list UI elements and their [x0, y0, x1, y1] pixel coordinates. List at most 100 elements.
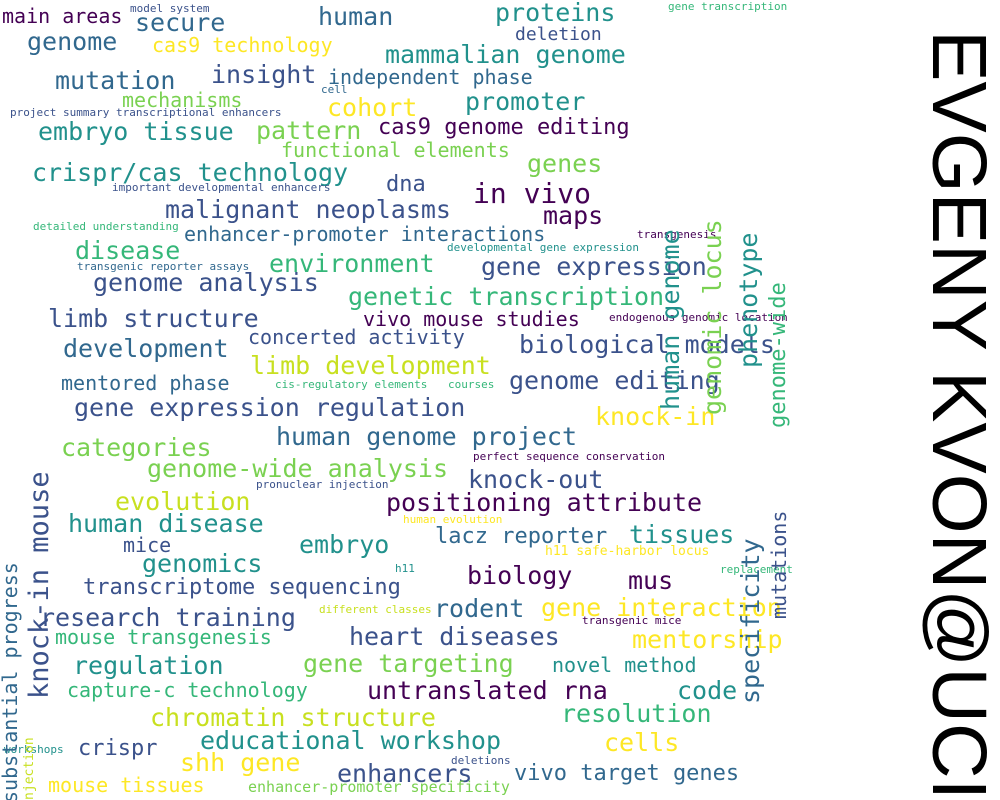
word-genes: genes — [527, 149, 603, 178]
word-h11-safe-harbor-locus: h11 safe-harbor locus — [545, 544, 710, 559]
word-gene-expression: gene expression — [481, 252, 707, 281]
word-mus: mus — [628, 566, 674, 595]
word-insight: insight — [211, 60, 317, 89]
word-rodent: rodent — [434, 594, 525, 623]
word-transgenesis: transgenesis — [637, 228, 717, 241]
word-courses: courses — [448, 378, 495, 391]
word-cell: cell — [321, 83, 348, 96]
word-shh-gene: shh gene — [180, 748, 301, 777]
word-mentored-phase: mentored phase — [61, 371, 230, 395]
word-knock-in: knock-in — [595, 402, 716, 431]
word-mouse-tissues: mouse tissues — [48, 773, 205, 797]
word-gene-interaction: gene interaction — [541, 593, 782, 622]
word-cas9-technology: cas9 technology — [152, 33, 333, 57]
word-knock-in-mouse: knock-in mouse — [24, 471, 55, 699]
word-enhancers: enhancers — [337, 759, 473, 788]
word-pattern: pattern — [256, 116, 362, 145]
word-cas9-genome-editing: cas9 genome editing — [378, 115, 630, 140]
side-title: EVGENY KVON@UCI — [916, 30, 1000, 800]
word-regulation: regulation — [73, 651, 224, 680]
word-limb-development: limb development — [250, 351, 491, 380]
word-disease: disease — [75, 236, 181, 265]
word-malignant-neoplasms: malignant neoplasms — [165, 195, 451, 224]
word-capture-c-technology: capture-c technology — [67, 678, 308, 702]
word-workshops: workshops — [4, 743, 64, 756]
word-resolution: resolution — [561, 699, 712, 728]
word-knock-out: knock-out — [468, 465, 604, 494]
word-project-summary-transcriptional-enhancers: project summary transcriptional enhancer… — [10, 106, 282, 119]
word-deletions: deletions — [451, 754, 511, 767]
word-environment: environment — [269, 249, 435, 278]
word-gene-transcription: gene transcription — [668, 0, 788, 13]
word-crispr-cas-technology: crispr/cas technology — [32, 158, 349, 187]
word-vivo-target-genes: vivo target genes — [514, 761, 740, 786]
word-educational-workshop: educational workshop — [200, 726, 502, 755]
word-genomic-locus: genomic locus — [698, 219, 727, 415]
word-evolution: evolution — [115, 487, 251, 516]
word-embryo: embryo — [299, 530, 390, 559]
word-replacement: replacement — [720, 563, 793, 576]
word-biological-models: biological models — [519, 330, 775, 359]
word-promoter: promoter — [465, 87, 586, 116]
word-genome-analysis: genome analysis — [93, 268, 319, 297]
word-gene-expression-regulation: gene expression regulation — [74, 393, 466, 422]
word-deletion: deletion — [515, 24, 602, 45]
word-transgenic-reporter-assays: transgenic reporter assays — [77, 260, 250, 273]
word-vivo-mouse-studies: vivo mouse studies — [363, 307, 580, 331]
word-lacz-reporter: lacz reporter — [435, 524, 608, 549]
word-mutations: mutations — [767, 511, 791, 620]
word-genome: genome — [27, 27, 118, 56]
word-independent-phase: independent phase — [328, 65, 533, 89]
word-development: development — [63, 334, 229, 363]
word-human-disease: human disease — [68, 509, 264, 538]
word-cells: cells — [604, 728, 680, 757]
word-mouse-transgenesis: mouse transgenesis — [55, 625, 272, 649]
word-genetic-transcription: genetic transcription — [348, 282, 665, 311]
word-research-training: research training — [40, 603, 296, 632]
word-substantial-progress: substantial progress — [0, 562, 22, 800]
word-tissues: tissues — [629, 520, 735, 549]
word-gene-targeting: gene targeting — [303, 649, 514, 678]
word-perfect-sequence-conservation: perfect sequence conservation — [473, 450, 666, 463]
word-in-vivo: in vivo — [473, 177, 592, 210]
word-limb-structure: limb structure — [48, 304, 259, 333]
word-mentorship: mentorship — [632, 625, 783, 654]
word-pronuclear-injection: pronuclear injection — [256, 478, 389, 491]
word-crispr: crispr — [78, 736, 158, 761]
word-transcriptome-sequencing: transcriptome sequencing — [83, 575, 401, 600]
word-positioning-attribute: positioning attribute — [386, 488, 703, 517]
word-pronuclear-microinjection: pronuclear microinjection — [22, 737, 37, 800]
word-biology: biology — [467, 561, 573, 590]
word-mechanisms: mechanisms — [122, 88, 243, 112]
word-human-genome: human genome — [656, 229, 685, 410]
word-detailed-understanding: detailed understanding — [33, 220, 179, 233]
word-human-evolution: human evolution — [403, 513, 503, 526]
word-mammalian-genome: mammalian genome — [385, 40, 626, 69]
word-specificity: specificity — [736, 538, 765, 704]
word-categories: categories — [61, 433, 212, 462]
word-cis-regulatory-elements: cis-regulatory elements — [275, 378, 428, 391]
word-chromatin-structure: chromatin structure — [150, 703, 436, 732]
word-enhancer-promoter-specificity: enhancer-promoter specificity — [248, 778, 510, 796]
word-untranslated-rna: untranslated rna — [367, 676, 608, 705]
word-dna: dna — [386, 172, 426, 197]
word-developmental-gene-expression: developmental gene expression — [447, 241, 640, 254]
word-human: human — [318, 2, 394, 31]
word-enhancer-promoter-interactions: enhancer-promoter interactions — [184, 222, 546, 246]
word-code: code — [677, 676, 738, 705]
word-embryo-tissue: embryo tissue — [38, 117, 234, 146]
word-h11: h11 — [395, 562, 415, 575]
word-concerted-activity: concerted activity — [248, 325, 465, 349]
word-genomics: genomics — [142, 549, 263, 578]
word-maps: maps — [543, 201, 604, 230]
word-phenotype: phenotype — [734, 233, 763, 369]
word-proteins: proteins — [495, 0, 616, 27]
word-different-classes: different classes — [319, 603, 432, 616]
word-secure: secure — [135, 8, 226, 37]
word-genome-editing: genome editing — [509, 366, 720, 395]
word-heart-diseases: heart diseases — [349, 622, 560, 651]
word-mice: mice — [123, 533, 172, 557]
word-important-developmental-enhancers: important developmental enhancers — [112, 181, 331, 194]
word-functional-elements: functional elements — [281, 138, 510, 162]
